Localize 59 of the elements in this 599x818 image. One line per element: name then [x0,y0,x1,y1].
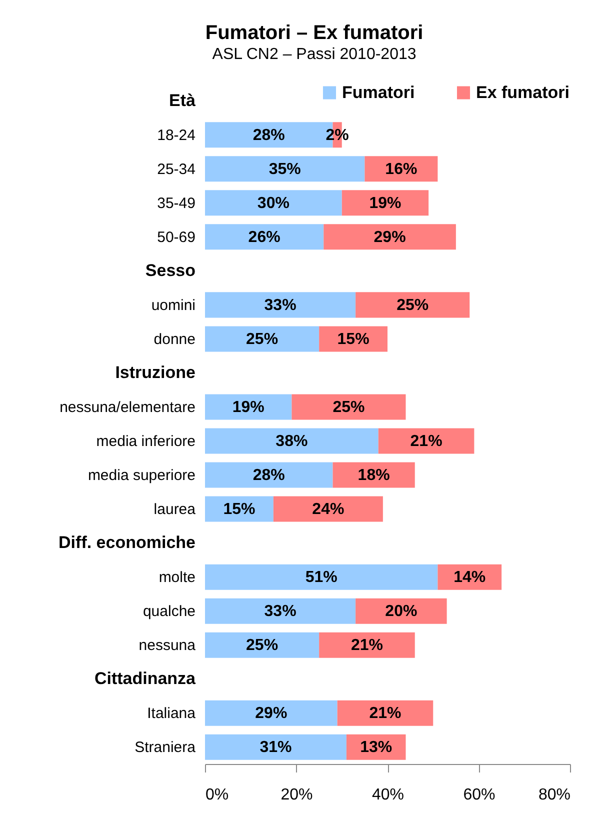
x-tick-label: 80% [538,786,570,804]
data-label: 15% [337,330,370,348]
y-tick-label: Età [169,90,196,110]
y-tick-label: 35-49 [157,194,196,212]
data-label: 14% [454,569,486,586]
data-label: 29% [255,705,288,722]
data-label: 28% [252,467,285,484]
y-tick-label: Sesso [145,260,196,280]
legend-label: Fumatori [342,82,415,102]
data-label: 21% [369,705,402,722]
y-tick-label: nessuna [138,637,196,654]
data-label: 51% [305,569,338,586]
y-tick-label: laurea [154,501,196,518]
data-label: 13% [360,739,392,756]
y-tick-label: 25-34 [157,160,196,178]
data-label: 15% [223,501,256,518]
data-label: 21% [410,433,442,450]
y-tick-label: uomini [151,296,196,314]
y-tick-label: 18-24 [157,126,196,144]
data-label: 24% [312,501,344,518]
y-tick-label: Diff. economiche [58,533,196,552]
data-label: 29% [374,228,406,246]
x-tick-label: 20% [280,786,313,804]
data-label: 16% [385,160,418,178]
data-label: 38% [276,433,308,450]
data-label: 25% [332,398,365,416]
data-label: 19% [369,194,402,212]
y-tick-label: donne [154,330,196,348]
data-label: 33% [264,603,296,620]
x-tick-label: 40% [372,786,404,804]
y-tick-label: Istruzione [115,362,196,382]
y-tick-label: 50-69 [157,228,196,246]
y-tick-label: media inferiore [96,433,196,450]
x-tick-label: 0% [206,786,229,804]
data-label: 25% [246,330,278,348]
y-tick-label: Straniera [134,739,196,756]
data-label: 25% [396,296,429,314]
data-label: 18% [358,467,390,484]
y-tick-label: Cittadinanza [94,669,196,688]
y-tick-label: qualche [142,603,196,620]
data-label: 35% [268,160,301,178]
data-label: 31% [260,739,292,756]
y-tick-label: molte [158,569,196,586]
data-label: 30% [257,194,290,212]
data-label: 20% [385,603,418,620]
y-tick-label: media superiore [88,467,196,484]
x-tick-label: 60% [463,786,496,804]
data-label: 26% [248,228,280,246]
data-label: 28% [252,126,285,144]
data-label: 2% [326,126,349,144]
y-tick-label: nessuna/elementare [60,398,196,416]
data-label: 33% [264,296,296,314]
data-label: 19% [232,398,264,416]
y-tick-label: Italiana [147,705,196,722]
data-label: 25% [246,637,278,654]
chart-subtitle: ASL CN2 – Passi 2010-2013 [212,46,416,63]
data-label: 21% [350,637,383,654]
chart-title: Fumatori – Ex fumatori [205,22,424,44]
legend-label: Ex fumatori [476,82,570,102]
